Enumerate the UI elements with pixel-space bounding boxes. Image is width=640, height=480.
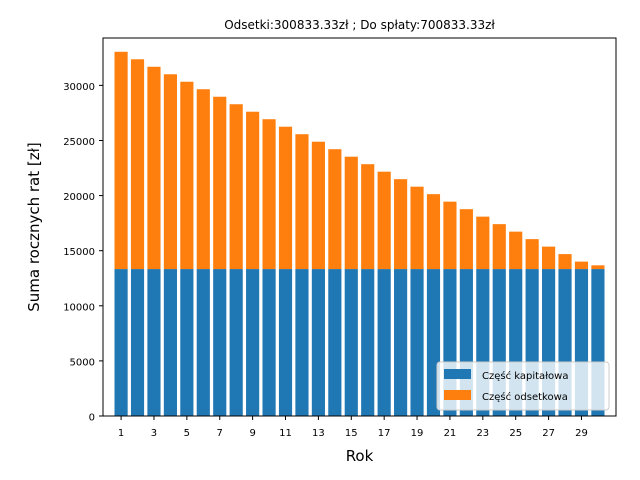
bar-odsetki-20 — [426, 194, 441, 270]
y-tick-label: 0 — [89, 413, 95, 424]
x-tick-label: 9 — [249, 428, 255, 439]
bar-odsetki-26 — [525, 239, 539, 270]
bar-odsetki-6 — [196, 89, 210, 270]
bar-odsetki-30 — [591, 265, 605, 270]
y-tick-label: 30000 — [63, 82, 95, 93]
x-tick-label: 1 — [118, 428, 124, 439]
bar-odsetki-1 — [114, 51, 128, 270]
bar-odsetki-27 — [542, 246, 556, 270]
x-tick-label: 17 — [378, 428, 391, 439]
legend-label-kapital: Część kapitałowa — [482, 370, 568, 382]
y-tick-label: 10000 — [63, 302, 95, 313]
x-tick-label: 7 — [217, 428, 223, 439]
bar-kapital-15 — [344, 269, 358, 416]
bar-kapital-3 — [147, 269, 161, 416]
x-tick-label: 13 — [312, 428, 325, 439]
x-tick-label: 19 — [411, 428, 424, 439]
legend-box — [436, 361, 610, 411]
bar-odsetki-17 — [377, 171, 391, 270]
bar-odsetki-15 — [344, 156, 358, 270]
x-tick-label: 25 — [509, 428, 522, 439]
bar-odsetki-23 — [476, 216, 490, 270]
legend-swatch-kapital — [444, 369, 471, 379]
y-axis-label: Suma rocznych rat [zł] — [25, 142, 43, 312]
bar-odsetki-14 — [328, 149, 342, 270]
bar-odsetki-18 — [394, 179, 408, 270]
x-tick-label: 29 — [575, 428, 588, 439]
plot-frame — [102, 37, 617, 417]
bar-odsetki-5 — [180, 81, 194, 270]
x-tick-label: 3 — [151, 428, 157, 439]
bar-odsetki-19 — [410, 186, 424, 270]
x-tick-label: 5 — [184, 428, 190, 439]
bar-kapital-10 — [262, 269, 276, 416]
x-tick-label: 27 — [542, 428, 555, 439]
y-tick-label: 5000 — [70, 357, 95, 368]
legend-swatch-odsetki — [444, 390, 471, 400]
y-tick-label: 20000 — [63, 192, 95, 203]
y-tick-label: 25000 — [63, 137, 95, 148]
legend: Część kapitałowa Część odsetkowa — [436, 361, 610, 411]
bar-kapital-8 — [229, 269, 243, 416]
bar-odsetki-25 — [509, 231, 523, 270]
bar-odsetki-21 — [443, 201, 457, 270]
bar-kapital-16 — [361, 269, 375, 416]
bar-kapital-18 — [394, 269, 408, 416]
bar-kapital-14 — [328, 269, 342, 416]
bar-odsetki-8 — [229, 104, 243, 270]
x-axis-label: Rok — [346, 447, 374, 465]
bar-odsetki-29 — [574, 261, 589, 270]
bar-kapital-17 — [377, 269, 391, 416]
y-axis: 0 5000 10000 15000 20000 25000 30000 — [63, 82, 103, 424]
bar-kapital-2 — [130, 269, 145, 416]
bar-odsetki-3 — [147, 66, 161, 270]
bar-kapital-7 — [213, 269, 227, 416]
bar-kapital-4 — [163, 269, 177, 416]
x-tick-label: 23 — [476, 428, 489, 439]
bar-kapital-13 — [311, 269, 325, 416]
bar-odsetki-4 — [163, 74, 177, 270]
bar-kapital-1 — [114, 269, 128, 416]
bar-kapital-11 — [278, 269, 293, 416]
bar-odsetki-7 — [213, 96, 227, 270]
bar-odsetki-9 — [246, 111, 260, 270]
legend-label-odsetki: Część odsetkowa — [482, 391, 568, 403]
x-tick-label: 21 — [444, 428, 457, 439]
bar-kapital-9 — [246, 269, 260, 416]
bar-kapital-12 — [295, 269, 309, 416]
x-tick-label: 11 — [279, 428, 292, 439]
bar-odsetki-13 — [311, 141, 325, 270]
bar-odsetki-10 — [262, 119, 276, 270]
x-axis: 1 3 5 7 9 11 13 15 17 19 21 23 25 27 29 — [118, 416, 588, 439]
bar-odsetki-2 — [130, 59, 145, 270]
bar-odsetki-22 — [459, 209, 473, 270]
chart-title: Odsetki:300833.33zł ; Do spłaty:700833.3… — [224, 18, 495, 32]
bar-kapital-6 — [196, 269, 210, 416]
bar-odsetki-16 — [361, 164, 375, 270]
y-tick-label: 15000 — [63, 247, 95, 258]
bar-odsetki-11 — [278, 126, 293, 270]
x-tick-label: 15 — [345, 428, 358, 439]
bar-odsetki-28 — [558, 254, 572, 270]
bar-kapital-19 — [410, 269, 424, 416]
bar-kapital-5 — [180, 269, 194, 416]
bar-odsetki-24 — [492, 224, 506, 270]
bar-odsetki-12 — [295, 134, 309, 270]
